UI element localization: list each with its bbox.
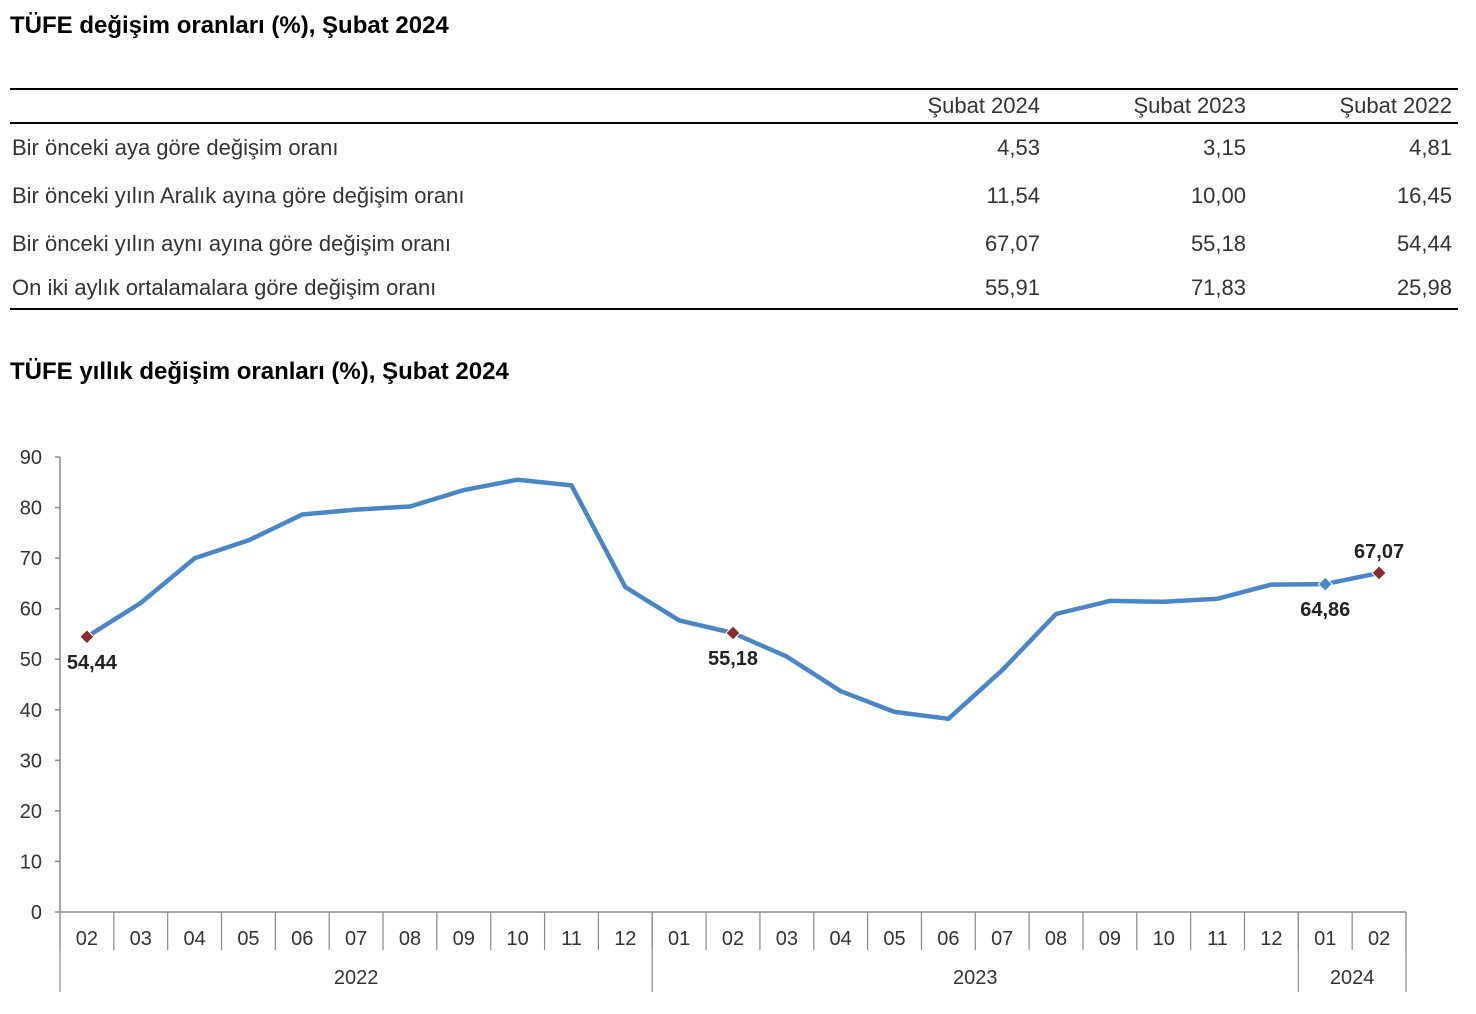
table-row: Bir önceki aya göre değişim oranı 4,53 3… [10,123,1458,172]
x-tick-label: 02 [1368,928,1390,950]
data-point-marker [1317,576,1333,592]
data-point [353,507,359,512]
x-tick-label: 08 [1045,928,1067,950]
y-tick-label: 30 [20,750,42,772]
data-point [838,688,843,694]
table-row: Bir önceki yılın Aralık ayına göre değiş… [10,172,1458,220]
row-label: On iki aylık ortalamalara göre değişim o… [10,268,840,310]
series-line [84,477,1382,722]
table-row: Bir önceki yılın aynı ayına göre değişim… [10,220,1458,268]
x-tick-label: 04 [830,928,852,950]
x-tick-label: 10 [507,928,529,950]
x-tick-label: 02 [722,928,744,950]
cell-value: 4,53 [997,135,1040,160]
cell-value: 71,83 [1046,268,1252,310]
x-tick-label: 05 [883,928,905,950]
x-tick-label: 06 [937,928,959,950]
row-label: Bir önceki yılın aynı ayına göre değişim… [12,231,452,256]
x-tick-label: 07 [991,928,1013,950]
year-label: 2022 [334,967,379,989]
year-label: 2023 [953,967,998,989]
cell-value: 3,15 [1203,135,1246,160]
chart-title: TÜFE yıllık değişim oranları (%), Şubat … [10,358,509,385]
y-tick-label: 80 [20,498,42,520]
cell-value: 4,81 [1409,135,1452,160]
data-point [784,654,790,659]
y-tick-label: 40 [20,700,42,722]
y-tick-label: 10 [20,851,42,873]
x-tick-label: 09 [453,928,475,950]
row-label: Bir önceki yılın Aralık ayına göre değiş… [12,183,465,208]
table-row: On iki aylık ortalamalara göre değişim o… [10,268,1458,310]
data-point [1000,667,1005,673]
x-tick-label: 05 [237,928,259,950]
x-tick-label: 06 [291,928,313,950]
data-point [946,716,951,722]
x-tick-label: 10 [1153,928,1175,950]
data-point [1107,598,1113,604]
cell-value: 67,07 [984,231,1040,256]
cell-value: 55,91 [840,268,1046,310]
data-point [461,487,466,493]
data-point-marker [725,625,741,641]
x-tick-label: 09 [1099,928,1121,950]
x-tick-label: 12 [614,928,636,950]
x-tick-label: 11 [1207,928,1228,950]
cell-value: 16,45 [1396,183,1452,208]
data-point [1215,596,1220,601]
row-label: Bir önceki aya göre değişim oranı [12,135,339,160]
x-tick-label: 11 [561,928,582,950]
x-tick-label: 01 [668,928,690,950]
x-tick-label: 12 [1260,928,1282,950]
cell-value: 11,54 [986,183,1040,208]
data-point [515,477,520,482]
y-tick-label: 60 [20,599,42,621]
data-point [138,600,143,606]
data-point [676,618,682,623]
table-title: TÜFE değişim oranları (%), Şubat 2024 [10,12,449,39]
data-point-marker [79,629,95,645]
x-tick-label: 07 [345,928,367,950]
table-header-row: Şubat 2024 Şubat 2023 Şubat 2022 [10,88,1458,124]
data-point [1053,611,1059,617]
data-point [192,556,197,561]
x-tick-label: 03 [776,928,798,950]
data-label: 55,18 [708,648,758,670]
header-blank-cell [10,88,840,124]
data-label: 67,07 [1354,541,1404,563]
x-tick-label: 08 [399,928,421,950]
y-tick-label: 70 [20,548,42,570]
x-tick-label: 04 [183,928,205,950]
x-tick-label: 02 [76,928,98,950]
x-tick-label: 03 [130,928,152,950]
cell-value: 10,00 [1190,183,1246,208]
y-tick-label: 0 [31,902,42,924]
column-header: Şubat 2024 [840,88,1046,124]
data-point [246,538,251,543]
data-point [1161,599,1166,604]
column-header: Şubat 2023 [1046,88,1252,124]
cell-value: 54,44 [1396,231,1452,256]
data-point [623,584,628,590]
data-point-marker [1371,565,1387,581]
data-label: 54,44 [67,652,118,674]
column-header: Şubat 2022 [1252,88,1458,124]
y-tick-label: 20 [20,801,42,823]
y-tick-label: 90 [20,447,42,469]
year-label: 2024 [1330,967,1375,989]
data-point [407,504,413,509]
data-point [1269,582,1274,587]
cpi-change-table: Şubat 2024 Şubat 2023 Şubat 2022 Bir önc… [10,88,1458,310]
cell-value: 55,18 [1190,231,1246,256]
data-point [892,709,897,715]
data-label: 64,86 [1300,599,1350,621]
data-point [569,483,574,488]
y-tick-label: 50 [20,649,42,671]
data-point [300,512,305,517]
cell-value: 25,98 [1252,268,1458,310]
x-tick-label: 01 [1314,928,1336,950]
